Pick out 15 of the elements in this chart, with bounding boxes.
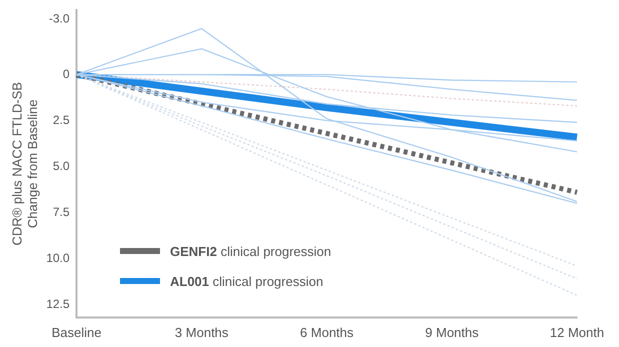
y-tick-label: 12.5 xyxy=(46,296,70,311)
x-tick-label: 12 Month xyxy=(550,324,604,340)
x-tick-label: 3 Months xyxy=(174,324,229,340)
y-tick-label: 0 xyxy=(62,66,70,81)
y-tick-label: -3.0 xyxy=(48,12,70,26)
x-tick-label: Baseline xyxy=(52,324,102,340)
y-tick-label: 2.5 xyxy=(52,112,70,127)
y-tick-label: 5.0 xyxy=(52,158,70,173)
x-tick-label: 6 Months xyxy=(300,324,354,340)
y-axis-title: CDR® plus NACC FTLD-SB Change from Baseline xyxy=(9,82,40,246)
x-tick-label: 9 Months xyxy=(425,324,480,340)
legend-label: AL001 clinical progression xyxy=(170,274,324,288)
y-tick-label: 7.5 xyxy=(52,204,70,219)
legend-label: GENFI2 clinical progression xyxy=(170,244,332,258)
y-tick-label: 10.0 xyxy=(46,250,70,265)
